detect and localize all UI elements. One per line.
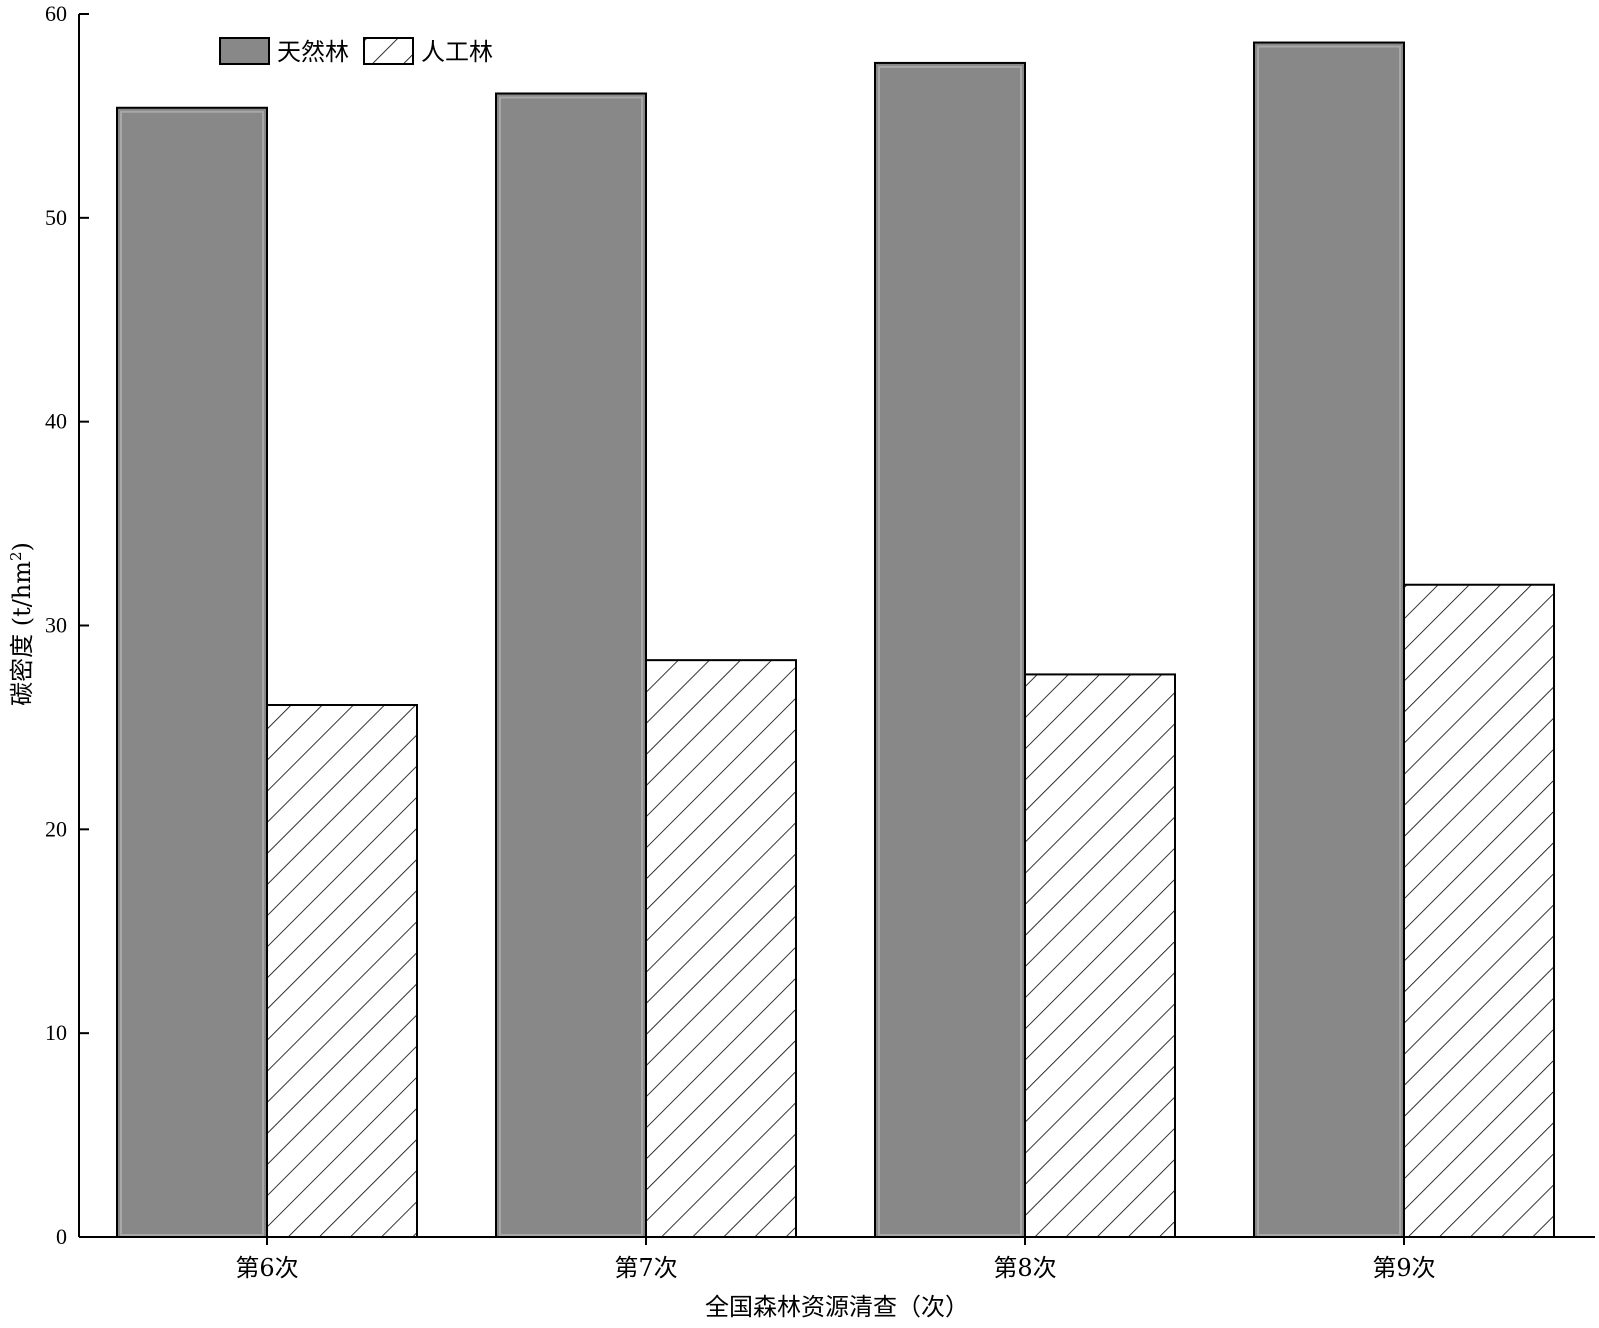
bar-natural-4 (1253, 41, 1405, 1239)
bar-highlight-2 (499, 96, 643, 1237)
bar-planted-2 (645, 659, 797, 1238)
x-tick-label: 第9次 (1372, 1254, 1435, 1282)
bar-natural-1 (116, 106, 268, 1239)
legend-swatch-planted (363, 37, 414, 65)
legend-label-planted: 人工林 (421, 38, 493, 66)
y-ticks: 0 10 20 30 40 50 60 (45, 1, 89, 1249)
x-axis-title: 全国森林资源清查（次） (705, 1293, 969, 1321)
bar-planted-1 (266, 703, 418, 1238)
bar-natural-3 (874, 61, 1026, 1238)
bar-planted-4 (1403, 583, 1555, 1238)
y-tick-label: 10 (45, 1020, 67, 1045)
x-ticks: 第6次 第7次 第8次 第9次 (235, 1237, 1436, 1282)
x-tick-label: 第6次 (235, 1254, 298, 1282)
y-tick-label: 40 (45, 409, 67, 434)
legend-swatch-natural (219, 37, 270, 65)
y-tick-label: 0 (56, 1224, 67, 1249)
bars-group (116, 41, 1555, 1239)
y-tick-label: 20 (45, 816, 67, 841)
legend-label-natural: 天然林 (277, 38, 349, 66)
legend: 天然林 人工林 (219, 37, 493, 66)
bar-highlight-4 (1257, 45, 1401, 1237)
bar-highlight-3 (878, 65, 1022, 1236)
x-tick-label: 第7次 (614, 1254, 677, 1282)
y-axis-title: 碳密度 (t/hm2) (7, 542, 36, 706)
bar-highlight-1 (120, 110, 264, 1237)
y-axis-title-superscript: 2 (7, 551, 25, 561)
y-tick-label: 60 (45, 1, 67, 26)
y-tick-label: 30 (45, 613, 67, 638)
x-tick-label: 第8次 (993, 1254, 1056, 1282)
y-tick-label: 50 (45, 205, 67, 230)
bar-natural-2 (495, 92, 647, 1239)
bar-planted-3 (1024, 673, 1176, 1238)
